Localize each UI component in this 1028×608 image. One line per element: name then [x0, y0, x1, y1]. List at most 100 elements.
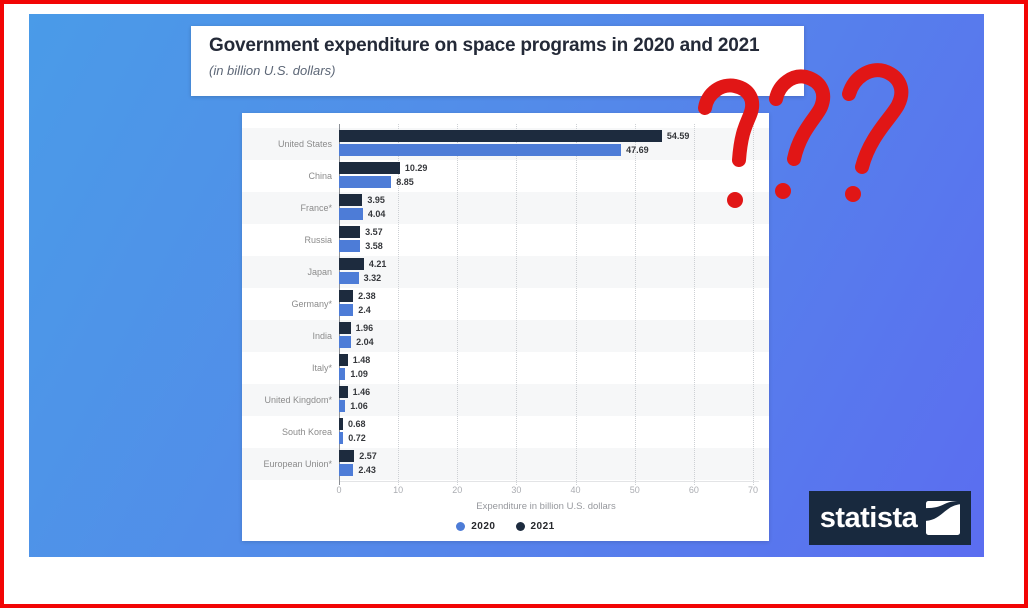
- bar-2021: [339, 194, 363, 206]
- statista-wordmark: statista: [819, 501, 918, 534]
- bar-2020: [339, 464, 354, 476]
- bar-2020: [339, 208, 363, 220]
- gridline: [693, 124, 695, 485]
- x-tick-label: 70: [747, 485, 758, 495]
- value-label: 2.38: [358, 291, 376, 301]
- chart-card: United States 54.59 47.69 China 10.29 8.85 Fra…: [242, 113, 769, 541]
- chart-row: China 10.29 8.85: [242, 160, 769, 192]
- bar-2020: [339, 368, 346, 380]
- category-label: Russia: [304, 235, 332, 245]
- question-marks-annotation: [698, 63, 909, 208]
- chart-row: European Union* 2.57 2.43: [242, 448, 769, 480]
- category-label: United Kingdom*: [264, 395, 332, 405]
- statista-logo: statista: [809, 491, 971, 545]
- value-label: 1.09: [350, 369, 368, 379]
- category-label: Germany*: [291, 299, 332, 309]
- bar-2021: [339, 162, 400, 174]
- chart-row: Japan 4.21 3.32: [242, 256, 769, 288]
- slide-background: Government expenditure on space programs…: [29, 14, 984, 557]
- category-label: European Union*: [263, 459, 332, 469]
- legend-label: 2021: [530, 521, 555, 532]
- category-label: Italy*: [311, 363, 332, 373]
- category-label: Japan: [307, 267, 332, 277]
- x-axis-title: Expenditure in billion U.S. dollars: [476, 501, 616, 512]
- bar-2020: [339, 272, 359, 284]
- gridline: [457, 124, 459, 485]
- bar-2021: [339, 322, 351, 334]
- category-label: China: [308, 171, 332, 181]
- value-label: 1.48: [352, 355, 371, 365]
- value-label: 3.57: [365, 227, 383, 237]
- legend-item-2021: 2021: [515, 521, 555, 532]
- value-label: 2.43: [358, 465, 376, 475]
- chart-row: India 1.96 2.04: [242, 320, 769, 352]
- source-strip: Source: Statista: [4, 557, 1024, 604]
- category-label: France*: [300, 203, 332, 213]
- gridline: [398, 124, 400, 485]
- value-label: 0.68: [348, 419, 366, 429]
- value-label: 4.04: [367, 209, 386, 219]
- value-label: 1.06: [350, 401, 368, 411]
- bar-2021: [339, 258, 364, 270]
- gridline: [516, 124, 518, 485]
- bar-2020: [339, 400, 346, 412]
- chart-row: South Korea 0.68 0.72: [242, 416, 769, 448]
- bar-2020: [339, 304, 354, 316]
- bar-2020: [339, 144, 622, 156]
- category-label: South Korea: [281, 427, 332, 437]
- x-tick-label: 40: [570, 485, 581, 495]
- chart-row: Italy* 1.48 1.09: [242, 352, 769, 384]
- value-label: 8.85: [396, 177, 414, 187]
- value-label: 0.72: [348, 433, 366, 443]
- chart-row: United States 54.59 47.69: [242, 128, 769, 160]
- value-label: 1.96: [355, 323, 374, 333]
- category-label: United States: [277, 139, 332, 149]
- value-label: 10.29: [404, 163, 428, 173]
- bar-2021: [339, 130, 662, 142]
- x-tick-label: 10: [393, 485, 404, 495]
- value-label: 2.04: [356, 337, 374, 347]
- chart-row: Russia 3.57 3.58: [242, 224, 769, 256]
- value-label: 1.46: [352, 387, 371, 397]
- chart-title: Government expenditure on space programs…: [209, 35, 760, 56]
- chart-row: United Kingdom* 1.46 1.06: [242, 384, 769, 416]
- gridline: [753, 124, 754, 485]
- gridline: [575, 124, 577, 485]
- value-label: 3.95: [367, 195, 385, 205]
- gridline: [634, 124, 636, 485]
- value-label: 3.32: [363, 273, 382, 283]
- category-label: India: [312, 331, 332, 341]
- legend-label: 2020: [471, 521, 496, 532]
- chart-row: France* 3.95 4.04: [242, 192, 769, 224]
- legend-item-2020: 2020: [456, 521, 495, 532]
- value-label: 3.58: [365, 241, 383, 251]
- statista-logo-icon: [926, 501, 961, 535]
- bar-2021: [339, 226, 361, 238]
- bar-2020: [339, 176, 392, 188]
- bar-2021: [339, 354, 348, 366]
- bar-2021: [339, 386, 348, 398]
- legend: 2020 2021: [242, 521, 769, 532]
- legend-dot-2021: [515, 522, 525, 531]
- x-axis-baseline: [339, 481, 759, 482]
- chart-subtitle: (in billion U.S. dollars): [209, 63, 336, 78]
- value-label: 47.69: [626, 145, 649, 155]
- value-label: 4.21: [368, 259, 387, 269]
- bar-2020: [339, 336, 352, 348]
- x-tick-label: 30: [511, 485, 522, 495]
- value-label: 2.57: [359, 451, 377, 461]
- x-tick-label: 0: [336, 485, 342, 495]
- bar-2021: [339, 450, 355, 462]
- x-tick-label: 60: [688, 485, 699, 495]
- bar-2020: [339, 432, 344, 444]
- value-label: 2.4: [358, 305, 371, 315]
- x-tick-label: 20: [452, 485, 463, 495]
- legend-dot-2020: [456, 522, 466, 531]
- x-tick-label: 50: [629, 485, 640, 495]
- title-card: Government expenditure on space programs…: [191, 26, 804, 96]
- bar-2021: [339, 418, 343, 430]
- bar-2020: [339, 240, 361, 252]
- value-label: 54.59: [666, 131, 690, 141]
- chart-row: Germany* 2.38 2.4: [242, 288, 769, 320]
